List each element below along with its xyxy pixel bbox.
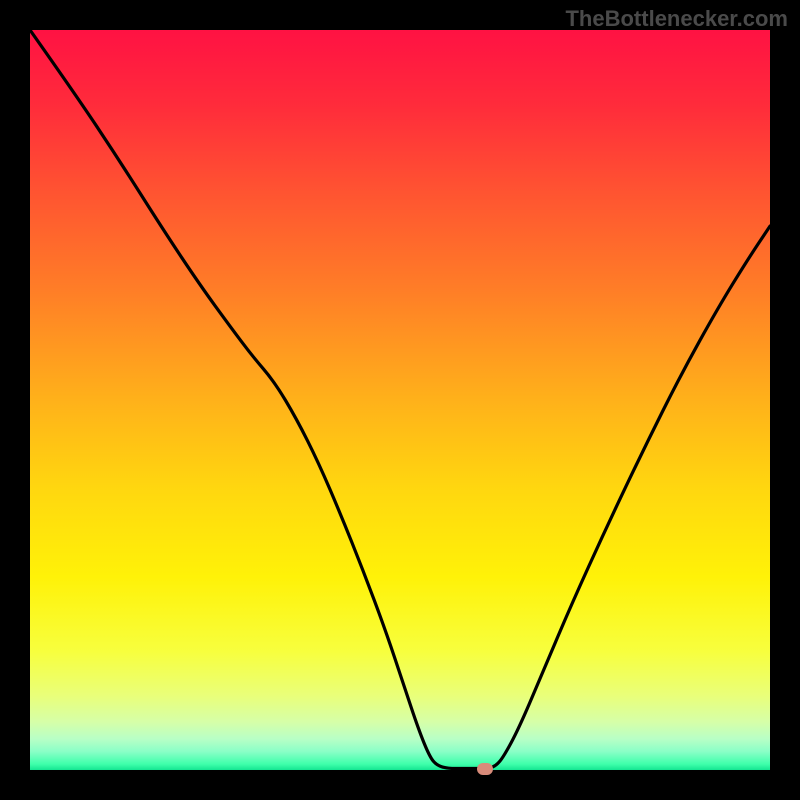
watermark-text: TheBottlenecker.com [565,6,788,32]
plot-area [30,30,770,770]
optimal-point-marker [477,763,493,775]
bottleneck-curve [30,30,770,770]
chart-container: TheBottlenecker.com [0,0,800,800]
